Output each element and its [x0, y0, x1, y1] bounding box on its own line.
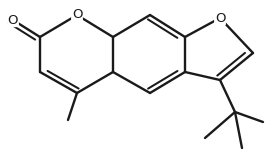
Text: O: O	[8, 14, 18, 27]
Text: O: O	[215, 11, 225, 24]
Text: O: O	[72, 9, 82, 22]
